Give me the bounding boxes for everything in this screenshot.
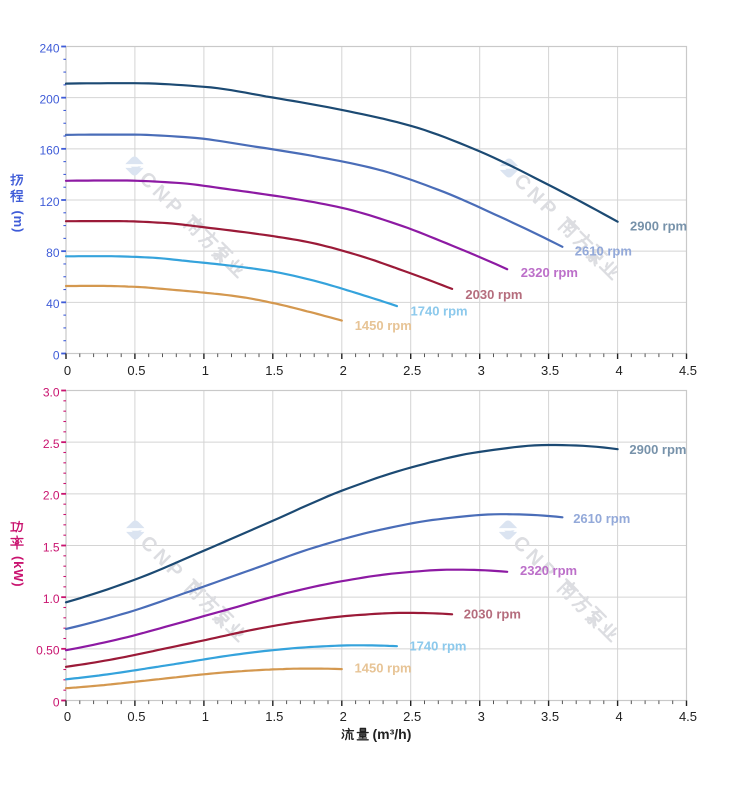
svg-text:0.5: 0.5 [127,363,145,378]
svg-text:2.5: 2.5 [403,363,421,378]
svg-text:1450 rpm: 1450 rpm [355,318,412,333]
svg-text:3.5: 3.5 [541,709,559,724]
svg-text:2320 rpm: 2320 rpm [520,563,577,578]
svg-text:3.5: 3.5 [541,363,559,378]
svg-text:(m³/h): (m³/h) [373,726,412,742]
svg-text:(m): (m) [11,211,26,234]
svg-text:2900 rpm: 2900 rpm [630,218,687,233]
svg-text:80: 80 [46,246,60,260]
svg-text:40: 40 [46,297,60,311]
svg-text:4: 4 [615,709,622,724]
svg-text:3: 3 [478,363,485,378]
svg-text:1.5: 1.5 [265,709,283,724]
svg-text:2.5: 2.5 [43,437,60,451]
svg-text:0: 0 [64,709,71,724]
svg-text:2030 rpm: 2030 rpm [464,607,521,622]
svg-text:1: 1 [202,709,209,724]
svg-text:0.50: 0.50 [36,644,60,658]
svg-text:2320 rpm: 2320 rpm [521,265,578,280]
svg-text:4.5: 4.5 [679,709,697,724]
svg-text:1.5: 1.5 [265,363,283,378]
svg-text:1450 rpm: 1450 rpm [355,660,412,675]
svg-text:0.5: 0.5 [127,709,145,724]
svg-text:240: 240 [39,41,59,55]
svg-text:1740 rpm: 1740 rpm [411,303,468,318]
svg-text:(kW): (kW) [11,556,26,587]
svg-text:0: 0 [53,695,60,709]
svg-text:1.5: 1.5 [43,540,60,554]
svg-text:120: 120 [39,195,59,209]
svg-text:2: 2 [340,709,347,724]
svg-text:2: 2 [340,363,347,378]
svg-text:3: 3 [478,709,485,724]
svg-text:1740 rpm: 1740 rpm [409,639,466,654]
svg-text:2610 rpm: 2610 rpm [575,244,632,259]
svg-text:2900 rpm: 2900 rpm [629,442,686,457]
svg-text:2610 rpm: 2610 rpm [573,511,630,526]
svg-text:4: 4 [615,363,622,378]
svg-text:200: 200 [39,93,59,107]
svg-text:2030 rpm: 2030 rpm [465,287,522,302]
svg-text:0: 0 [53,348,60,362]
svg-text:1: 1 [202,363,209,378]
svg-text:2.0: 2.0 [43,489,60,503]
svg-text:4.5: 4.5 [679,363,697,378]
svg-text:3.0: 3.0 [43,385,60,399]
svg-text:1.0: 1.0 [43,592,60,606]
svg-text:2.5: 2.5 [403,709,421,724]
svg-text:0: 0 [64,363,71,378]
svg-text:160: 160 [39,144,59,158]
